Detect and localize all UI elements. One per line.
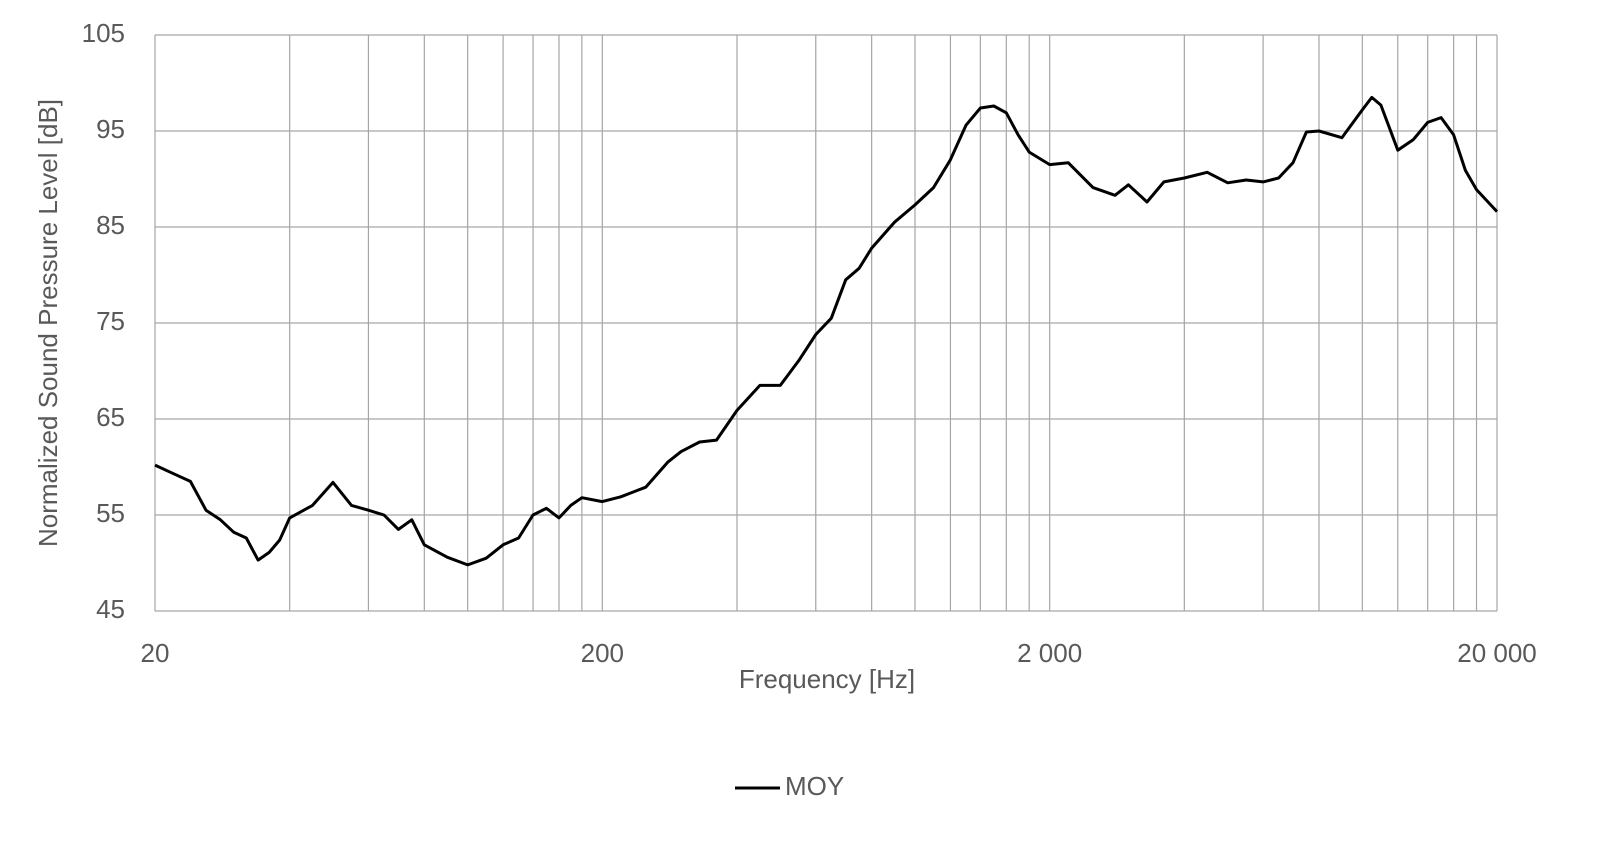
- data-line: [154, 95, 1499, 567]
- y-tick-label: 65: [96, 402, 125, 432]
- y-tick-label: 85: [96, 210, 125, 240]
- x-tick-label: 2 000: [1017, 638, 1082, 668]
- y-axis-label: Normalized Sound Pressure Level [dB]: [33, 99, 63, 547]
- x-axis-label: Frequency [Hz]: [739, 664, 915, 694]
- y-tick-label: 105: [82, 18, 125, 48]
- y-tick-label: 55: [96, 498, 125, 528]
- y-tick-label: 75: [96, 306, 125, 336]
- x-tick-label: 20: [141, 638, 170, 668]
- y-tick-label: 45: [96, 594, 125, 624]
- y-tick-label: 95: [96, 114, 125, 144]
- x-tick-label: 20 000: [1457, 638, 1537, 668]
- x-tick-label: 200: [581, 638, 624, 668]
- legend-label: MOY: [785, 771, 844, 801]
